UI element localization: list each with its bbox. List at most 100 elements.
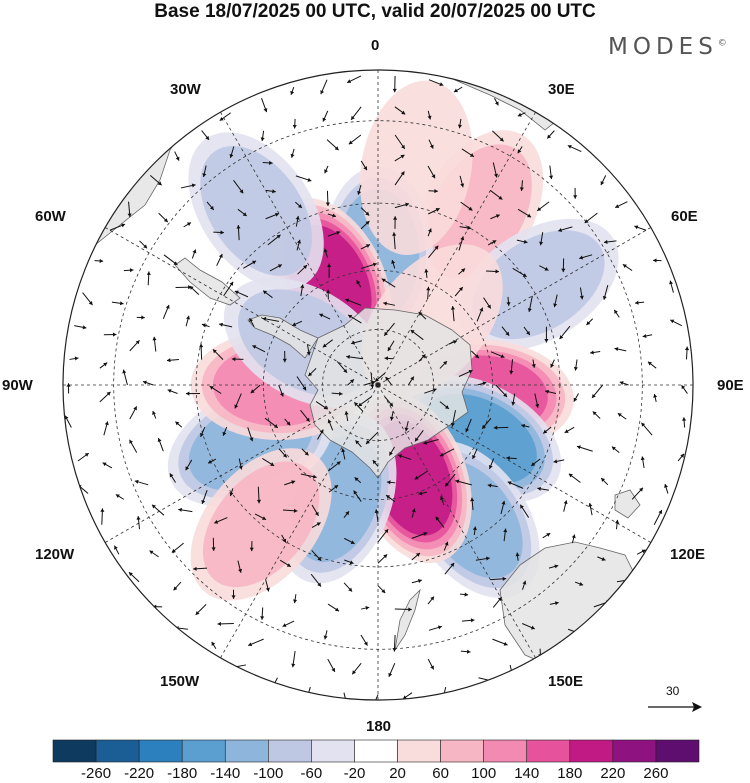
wind-arrow bbox=[323, 630, 328, 640]
wind-arrow bbox=[296, 239, 301, 251]
wind-arrow bbox=[237, 560, 243, 573]
reference-arrow bbox=[648, 702, 702, 712]
wind-arrow bbox=[407, 376, 415, 386]
colorbar-tick-label: 60 bbox=[432, 765, 449, 782]
wind-arrow bbox=[507, 481, 524, 489]
wind-arrow bbox=[600, 477, 609, 486]
meridian bbox=[105, 384, 379, 543]
wind-arrow bbox=[428, 245, 439, 258]
wind-arrow bbox=[250, 384, 261, 394]
wind-arrow bbox=[394, 134, 406, 150]
wind-arrow bbox=[260, 130, 265, 142]
wind-arrow bbox=[315, 401, 328, 410]
wind-arrow bbox=[324, 165, 329, 174]
wind-arrow bbox=[178, 507, 193, 513]
wind-arrow bbox=[211, 641, 217, 649]
wind-arrow bbox=[284, 480, 296, 486]
lon-label-150w: 150W bbox=[160, 673, 200, 690]
wind-arrow bbox=[122, 369, 128, 386]
wind-arrow bbox=[195, 604, 207, 616]
wind-arrow bbox=[353, 401, 364, 412]
wind-arrow bbox=[492, 596, 503, 608]
wind-arrow bbox=[252, 345, 266, 353]
wind-arrow bbox=[200, 426, 206, 438]
wind-arrow bbox=[356, 280, 362, 288]
wind-arrow bbox=[231, 357, 244, 362]
wind-arrow bbox=[256, 486, 262, 504]
wind-arrow bbox=[411, 579, 422, 584]
wind-arrow bbox=[521, 623, 536, 630]
lon-label-90w: 90W bbox=[2, 377, 33, 394]
wind-arrow bbox=[517, 146, 523, 154]
wind-arrow bbox=[322, 110, 329, 122]
wind-arrow bbox=[77, 452, 90, 462]
wind-arrow bbox=[527, 295, 533, 312]
wind-arrow bbox=[373, 694, 379, 700]
wind-arrow bbox=[229, 488, 234, 497]
wind-arrow bbox=[300, 284, 305, 297]
wind-arrow bbox=[573, 393, 579, 402]
wind-arrow bbox=[411, 508, 416, 518]
wind-arrow bbox=[247, 427, 254, 442]
wind-arrow bbox=[201, 130, 210, 141]
wind-arrow bbox=[291, 650, 296, 668]
wind-arrow bbox=[389, 411, 394, 421]
wind-arrow bbox=[546, 130, 555, 139]
wind-arrow bbox=[100, 508, 105, 525]
wind-arrow bbox=[490, 214, 500, 220]
wind-arrow bbox=[459, 175, 465, 188]
wind-arrow bbox=[383, 322, 395, 337]
wind-arrow bbox=[386, 480, 396, 485]
wind-arrow bbox=[411, 552, 421, 561]
wind-arrow bbox=[394, 171, 405, 186]
wind-arrow bbox=[418, 491, 428, 496]
wind-arrow bbox=[236, 225, 241, 241]
colorbar-swatch bbox=[268, 739, 312, 763]
wind-arrow bbox=[418, 354, 426, 362]
lon-label-30e: 30E bbox=[548, 81, 575, 98]
wind-arrow bbox=[254, 513, 267, 521]
wind-arrow bbox=[292, 118, 297, 129]
wind-arrow bbox=[394, 154, 405, 162]
wind-arrow bbox=[292, 320, 303, 327]
wind-arrow bbox=[301, 448, 309, 456]
wind-arrow bbox=[115, 494, 125, 500]
wind-arrow bbox=[317, 429, 324, 440]
wind-arrow bbox=[458, 268, 466, 275]
colorbar-swatch bbox=[224, 739, 269, 763]
meridian bbox=[105, 227, 379, 386]
wind-arrow bbox=[295, 215, 300, 227]
wind-arrow bbox=[344, 411, 349, 422]
lon-label-120e: 120E bbox=[670, 546, 706, 563]
wind-arrow bbox=[336, 361, 348, 374]
wind-arrow bbox=[427, 228, 432, 237]
wind-arrow bbox=[374, 372, 386, 382]
wind-arrow bbox=[278, 448, 288, 458]
wind-arrow bbox=[424, 388, 437, 394]
wind-arrow bbox=[472, 448, 478, 460]
lat-lon-grid bbox=[63, 70, 693, 700]
wind-arrow bbox=[261, 98, 268, 113]
wind-arrow bbox=[653, 258, 662, 263]
wind-arrow bbox=[331, 391, 343, 396]
wind-arrow bbox=[439, 448, 455, 457]
wind-arrow bbox=[586, 318, 594, 326]
wind-arrow bbox=[461, 148, 475, 158]
wind-arrow bbox=[219, 322, 233, 328]
colorbar-swatch bbox=[612, 739, 657, 763]
anomaly-contour bbox=[202, 461, 320, 588]
pole-marker bbox=[375, 382, 381, 388]
wind-arrow bbox=[669, 280, 674, 293]
wind-arrow bbox=[519, 180, 524, 191]
wind-arrow bbox=[509, 359, 514, 375]
wind-arrow bbox=[350, 106, 362, 121]
wind-arrow bbox=[591, 384, 604, 399]
wind-arrow bbox=[361, 262, 377, 269]
map-title: Base 18/07/2025 00 UTC, valid 20/07/2025… bbox=[154, 1, 596, 22]
wind-arrow bbox=[423, 439, 439, 445]
meridian bbox=[377, 227, 651, 386]
wind-arrow bbox=[588, 502, 593, 516]
wind-arrow bbox=[142, 380, 154, 386]
wind-arrow bbox=[370, 373, 375, 389]
